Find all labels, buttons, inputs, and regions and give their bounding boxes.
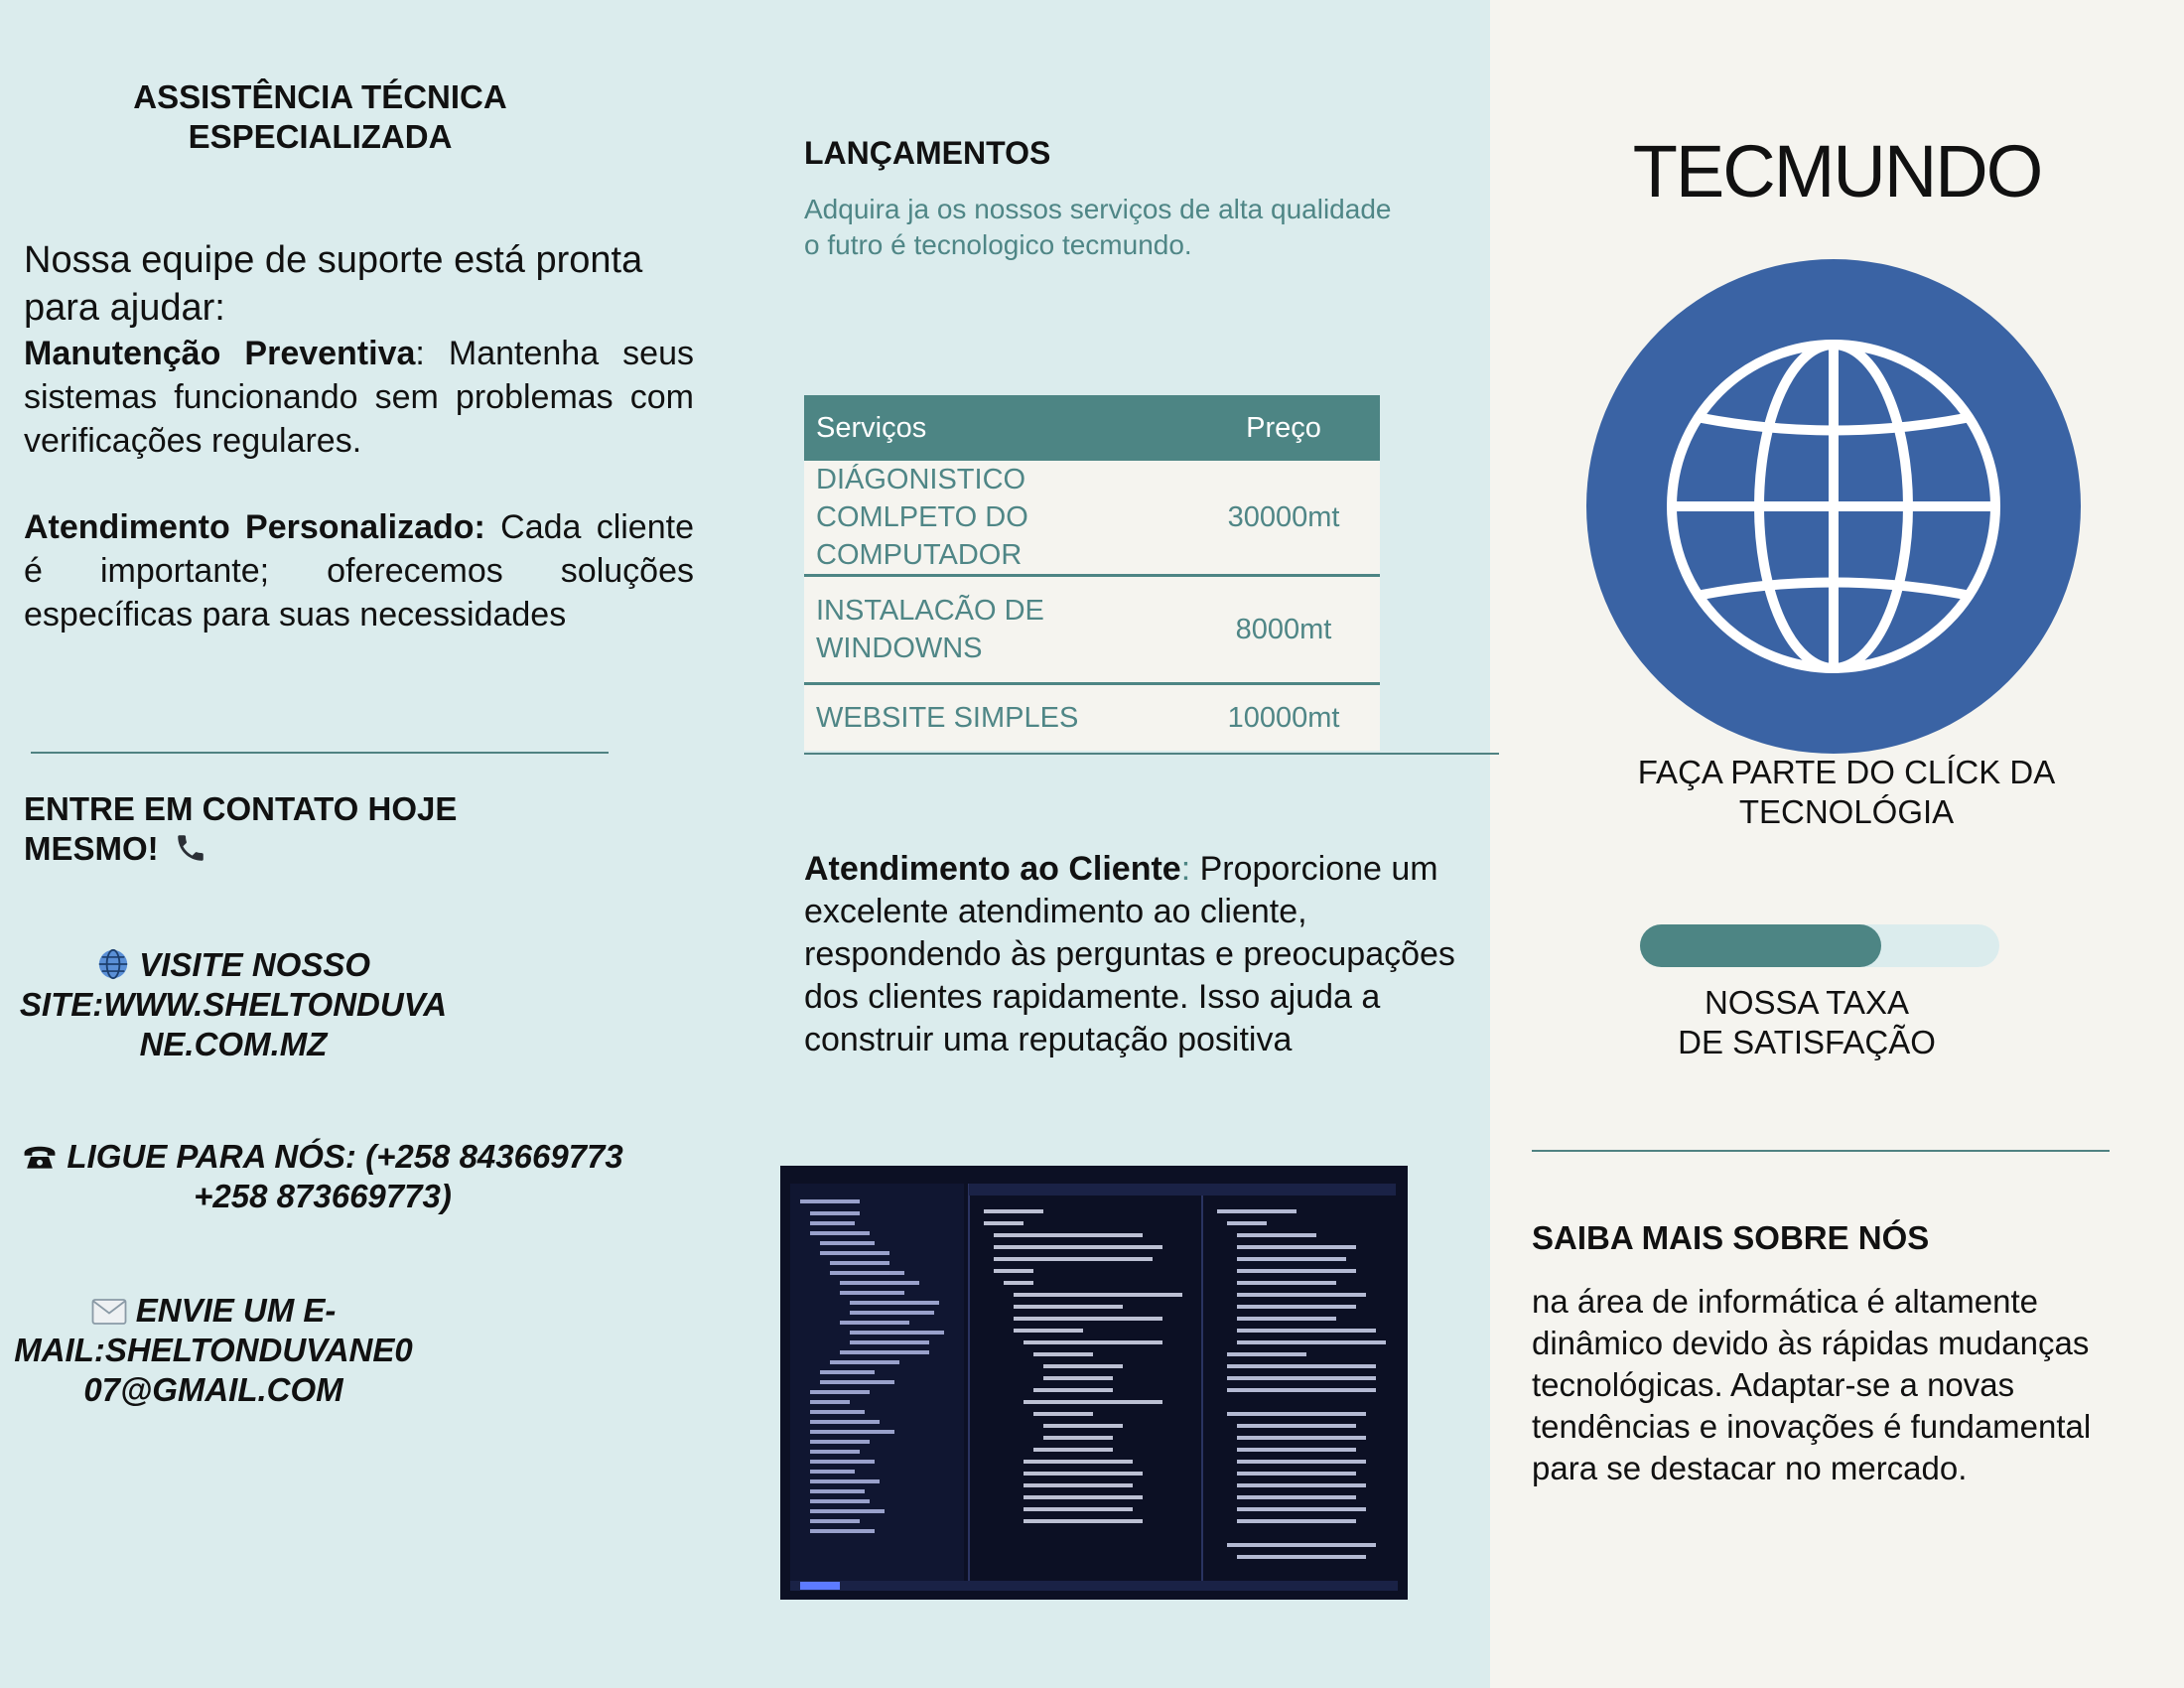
brand-logo-text: TECMUNDO [1632,130,2044,212]
telephone-icon [24,1146,56,1169]
envelope-icon [91,1299,126,1325]
service-name: INSTALACÃO DE WINDOWNS [804,575,1187,685]
personal-label: Atendimento Personalizado: [24,508,485,546]
phone-icon [178,835,204,861]
table-row: INSTALACÃO DE WINDOWNS 8000mt [804,575,1380,685]
website-contact[interactable]: VISITE NOSSO SITE:WWW.SHELTONDUVA NE.COM… [19,946,448,1062]
phone-contact[interactable]: LIGUE PARA NÓS: (+258 843669773 +258 873… [0,1137,645,1216]
globe-icon [98,948,128,980]
header-price: Preço [1187,395,1380,461]
table-row: DIÁGONISTICO COMLPETO DO COMPUTADOR 3000… [804,461,1380,577]
maintenance-paragraph: Manutenção Preventiva: Mantenha seus sis… [24,332,694,463]
personal-paragraph: Atendimento Personalizado: Cada cliente … [24,505,694,636]
support-intro: Nossa equipe de suporte está pronta para… [24,239,643,329]
contact-heading: ENTRE EM CONTATO HOJE MESMO! [24,790,458,867]
tagline: FAÇA PARTE DO CLÍCK DA TECNOLÓGIA [1637,754,2056,830]
customer-service-paragraph: Atendimento ao Cliente: Proporcione um e… [804,850,1455,1058]
satisfaction-progress-fill [1640,924,1881,967]
email-contact[interactable]: ENVIE UM E- MAIL:SHELTONDUVANE0 07@GMAIL… [14,1292,413,1408]
maintenance-label: Manutenção Preventiva [24,335,416,372]
service-price: 8000mt [1187,575,1380,685]
price-table: Serviços Preço DIÁGONISTICO COMLPETO DO … [804,395,1380,751]
launches-subtitle: Adquira ja os nossos serviços de alta qu… [804,194,1392,260]
maintenance-text: : Mantenha seus sistemas funcionando sem… [24,335,694,460]
divider-middle [804,753,1499,755]
service-price: 30000mt [1187,461,1380,577]
code-editor-photo [780,1166,1408,1600]
code-screen-illustration [780,1166,1408,1600]
customer-service-label: Atendimento ao Cliente [804,850,1181,888]
globe-icon [1586,259,2081,754]
service-price: 10000mt [1187,683,1380,751]
divider-left [31,752,609,754]
table-header-row: Serviços Preço [804,395,1380,461]
customer-service-text: Proporcione um excelente atendimento ao … [804,850,1455,1058]
satisfaction-progress-bar [1640,924,1999,967]
satisfaction-label: NOSSA TAXA DE SATISFAÇÃO [1678,984,1936,1060]
divider-right [1532,1150,2110,1152]
table-row: WEBSITE SIMPLES 10000mt [804,683,1380,751]
support-title: ASSISTÊNCIA TÉCNICA ESPECIALIZADA [133,78,507,155]
service-name: WEBSITE SIMPLES [804,683,1187,751]
launches-title: LANÇAMENTOS [804,135,1051,171]
about-text: na área de informática é altamente dinâm… [1532,1283,2092,1486]
personal-text: Cada cliente é importante; oferecemos so… [24,508,694,633]
header-services: Serviços [804,395,1187,461]
about-title: SAIBA MAIS SOBRE NÓS [1532,1219,1930,1256]
service-name: DIÁGONISTICO COMLPETO DO COMPUTADOR [804,461,1187,577]
